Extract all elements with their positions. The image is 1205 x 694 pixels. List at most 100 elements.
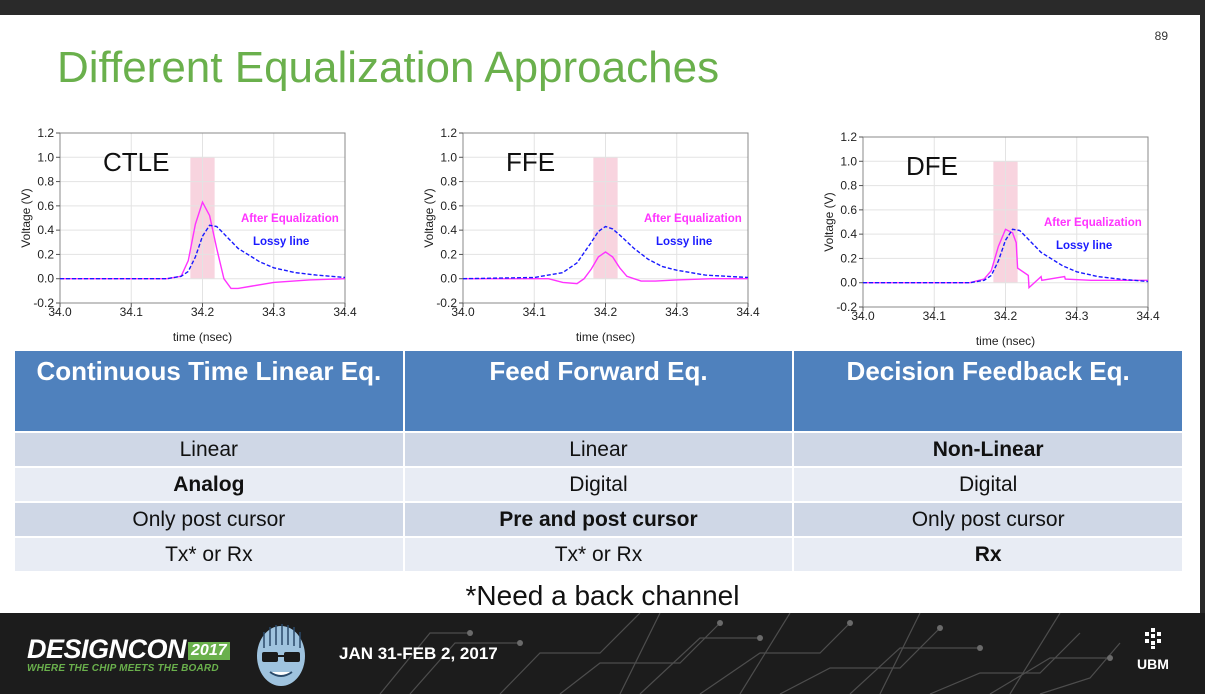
event-dates: JAN 31-FEB 2, 2017 [339, 644, 498, 663]
x-tick-label: 34.2 [191, 305, 215, 319]
series-line-lossy-line [863, 228, 1149, 284]
footnote: *Need a back channel [465, 580, 740, 611]
header-ctle: Continuous Time Linear Eq. [15, 351, 403, 431]
chart-ffe: -0.2 0.0 0.2 0.4 0.6 0.8 1.0 1.2 34.0 34.1 34.2 34.… [418, 115, 760, 350]
y-tick-label: 0.2 [840, 251, 857, 265]
chart-ctle: -0.2 0.0 0.2 0.4 0.6 0.8 1.0 1.2 34.0 34.1 34.2 34.… [15, 115, 357, 350]
series-line-after-equalization [463, 251, 748, 285]
table-cell: Digital [794, 468, 1182, 501]
x-tick-label: 34.4 [736, 305, 760, 319]
table-row: Only post cursor Pre and post cursor Onl… [15, 503, 1182, 536]
table-cell: Tx* or Rx [404, 538, 793, 571]
y-tick-label: 0.6 [440, 199, 457, 213]
y-axis-label: Voltage (V) [422, 188, 436, 247]
annotation-after-equalization: After Equalization [241, 213, 339, 225]
table-cell: Digital [404, 468, 793, 501]
header-ffe: Feed Forward Eq. [404, 351, 793, 431]
x-tick-label: 34.1 [923, 309, 947, 323]
x-tick-label: 34.4 [333, 305, 357, 319]
y-tick-label: -0.2 [836, 300, 857, 314]
x-tick-label: 34.1 [120, 305, 144, 319]
y-tick-label: 1.0 [37, 150, 54, 164]
slide-title: Different Equalization Approaches [57, 43, 720, 92]
y-tick-label: 0.0 [440, 272, 457, 286]
table-cell: Rx [794, 538, 1182, 571]
table-cell: Analog [15, 468, 403, 501]
y-tick-label: 1.0 [840, 154, 857, 168]
x-tick-label: 34.2 [594, 305, 618, 319]
y-tick-label: 1.2 [37, 126, 54, 140]
table-cell: Only post cursor [15, 503, 403, 536]
comparison-table: Continuous Time Linear Eq. Feed Forward … [13, 349, 1184, 573]
ubm-logo: UBM [1137, 627, 1169, 672]
chart-label: CTLE [103, 147, 169, 177]
y-tick-label: 0.0 [37, 272, 54, 286]
y-tick-label: 0.4 [37, 223, 54, 237]
mascot-icon [257, 624, 305, 686]
x-tick-label: 34.3 [665, 305, 689, 319]
brand-year: 2017 [188, 642, 230, 660]
footer-banner: DESIGNCON 2017 WHERE THE CHIP MEETS THE B… [0, 613, 1205, 694]
y-tick-label: -0.2 [436, 296, 457, 310]
series-line-lossy-line [60, 224, 346, 280]
annotation-after-equalization: After Equalization [644, 213, 742, 225]
series-line-after-equalization [863, 228, 1148, 290]
y-tick-label: 0.6 [37, 199, 54, 213]
x-tick-label: 34.4 [1136, 309, 1160, 323]
ubm-label: UBM [1137, 656, 1169, 672]
window-top-bar [0, 0, 1205, 15]
chart-svg: -0.2 0.0 0.2 0.4 0.6 0.8 1.0 1.2 34.0 34.1 34.2 34.… [422, 126, 760, 344]
y-tick-label: 0.8 [37, 175, 54, 189]
table-cell: Only post cursor [794, 503, 1182, 536]
y-tick-label: 1.0 [440, 150, 457, 164]
brand-name: DESIGNCON [27, 634, 187, 664]
designcon-logo: DESIGNCON 2017 WHERE THE CHIP MEETS THE B… [27, 634, 230, 674]
y-axis-label: Voltage (V) [822, 192, 836, 251]
series-line-lossy-line [462, 225, 749, 280]
y-tick-label: 0.8 [440, 175, 457, 189]
y-tick-label: 0.6 [840, 203, 857, 217]
chart-svg: -0.2 0.0 0.2 0.4 0.6 0.8 1.0 1.2 34.0 34.1 34.2 34.… [19, 126, 357, 344]
y-tick-label: 0.2 [440, 247, 457, 261]
x-tick-label: 34.3 [1065, 309, 1089, 323]
annotation-lossy-line: Lossy line [656, 236, 712, 248]
chart-label: DFE [906, 151, 958, 181]
chart-svg: -0.2 0.0 0.2 0.4 0.6 0.8 1.0 1.2 34.0 34.1 34.2 34.… [822, 130, 1160, 348]
table-row: Analog Digital Digital [15, 468, 1182, 501]
y-tick-label: 0.4 [440, 223, 457, 237]
annotation-after-equalization: After Equalization [1044, 217, 1142, 229]
x-axis-label: time (nsec) [173, 330, 232, 344]
x-tick-label: 34.0 [451, 305, 475, 319]
page-number: 89 [1154, 29, 1168, 43]
y-tick-label: 0.4 [840, 227, 857, 241]
header-dfe: Decision Feedback Eq. [794, 351, 1182, 431]
x-tick-label: 34.2 [994, 309, 1018, 323]
table-cell: Linear [15, 433, 403, 466]
y-tick-label: 0.8 [840, 179, 857, 193]
table-cell: Non-Linear [794, 433, 1182, 466]
x-tick-label: 34.3 [262, 305, 286, 319]
slide: 89 Different Equalization Approaches -0.… [0, 15, 1200, 613]
y-tick-label: 1.2 [440, 126, 457, 140]
y-tick-label: -0.2 [33, 296, 54, 310]
annotation-lossy-line: Lossy line [1056, 240, 1112, 252]
brand-tagline: WHERE THE CHIP MEETS THE BOARD [27, 663, 219, 674]
y-tick-label: 1.2 [840, 130, 857, 144]
chart-dfe: -0.2 0.0 0.2 0.4 0.6 0.8 1.0 1.2 34.0 34.1 34.2 34.… [818, 119, 1160, 354]
table-cell: Linear [404, 433, 793, 466]
annotation-lossy-line: Lossy line [253, 236, 309, 248]
table-row: Linear Linear Non-Linear [15, 433, 1182, 466]
chart-label: FFE [506, 147, 555, 177]
table-cell: Pre and post cursor [404, 503, 793, 536]
table-row: Tx* or Rx Tx* or Rx Rx [15, 538, 1182, 571]
x-tick-label: 34.1 [523, 305, 547, 319]
table-header-row: Continuous Time Linear Eq. Feed Forward … [15, 351, 1182, 431]
table-cell: Tx* or Rx [15, 538, 403, 571]
x-tick-label: 34.0 [851, 309, 875, 323]
y-tick-label: 0.2 [37, 247, 54, 261]
circuit-background [379, 613, 1121, 694]
x-axis-label: time (nsec) [576, 330, 635, 344]
x-axis-label: time (nsec) [976, 334, 1035, 348]
y-tick-label: 0.0 [840, 276, 857, 290]
ubm-icon [1144, 628, 1161, 649]
